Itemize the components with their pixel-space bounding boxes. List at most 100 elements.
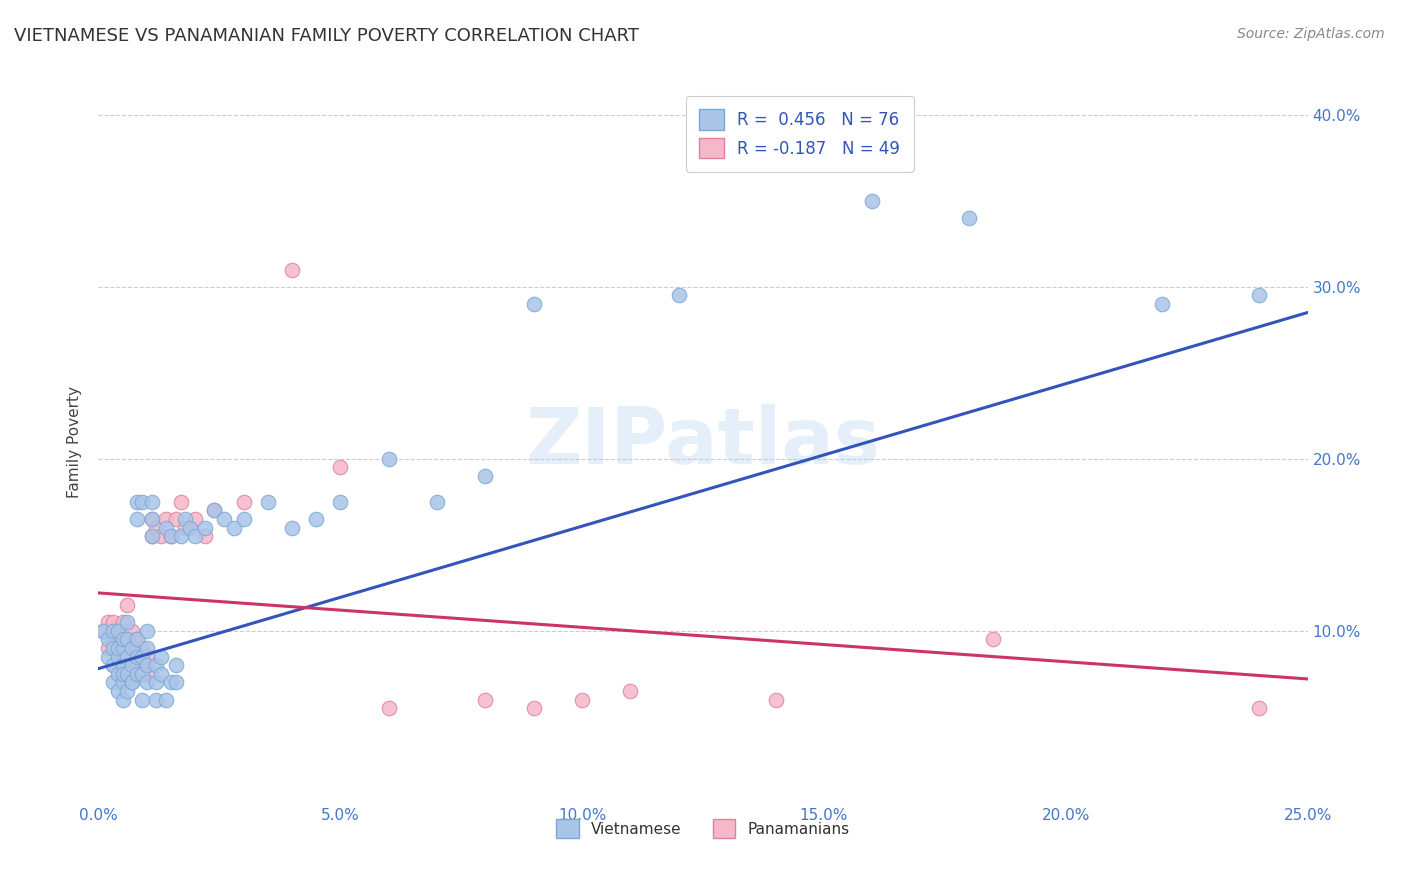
Point bbox=[150, 666, 173, 681]
Point bbox=[145, 692, 167, 706]
Point bbox=[141, 512, 163, 526]
Point bbox=[150, 529, 173, 543]
Point bbox=[426, 494, 449, 508]
Point bbox=[101, 632, 124, 647]
Point bbox=[1152, 297, 1174, 311]
Point bbox=[232, 494, 254, 508]
Point bbox=[141, 529, 163, 543]
Point bbox=[165, 675, 187, 690]
Point bbox=[101, 615, 124, 630]
Point bbox=[145, 658, 167, 673]
Point bbox=[117, 666, 139, 681]
Point bbox=[165, 512, 187, 526]
Point bbox=[981, 632, 1004, 647]
Point bbox=[169, 494, 191, 508]
Point bbox=[765, 692, 787, 706]
Point bbox=[117, 632, 139, 647]
Point bbox=[141, 512, 163, 526]
Point bbox=[101, 640, 124, 655]
Point bbox=[305, 512, 328, 526]
Point bbox=[212, 512, 235, 526]
Point bbox=[184, 529, 207, 543]
Point bbox=[281, 520, 304, 534]
Point bbox=[1249, 288, 1271, 302]
Text: Source: ZipAtlas.com: Source: ZipAtlas.com bbox=[1237, 27, 1385, 41]
Point bbox=[131, 649, 153, 664]
Point bbox=[523, 297, 546, 311]
Point bbox=[131, 640, 153, 655]
Point bbox=[160, 529, 183, 543]
Point bbox=[111, 666, 134, 681]
Point bbox=[107, 649, 129, 664]
Text: VIETNAMESE VS PANAMANIAN FAMILY POVERTY CORRELATION CHART: VIETNAMESE VS PANAMANIAN FAMILY POVERTY … bbox=[14, 27, 640, 45]
Point bbox=[117, 684, 139, 698]
Point bbox=[571, 692, 593, 706]
Point bbox=[135, 658, 157, 673]
Point bbox=[111, 692, 134, 706]
Point bbox=[107, 666, 129, 681]
Point bbox=[174, 512, 197, 526]
Point bbox=[141, 529, 163, 543]
Legend: Vietnamese, Panamanians: Vietnamese, Panamanians bbox=[548, 812, 858, 846]
Point bbox=[135, 649, 157, 664]
Point bbox=[121, 640, 143, 655]
Point bbox=[619, 684, 641, 698]
Point bbox=[127, 632, 149, 647]
Point bbox=[232, 512, 254, 526]
Point bbox=[101, 624, 124, 638]
Point bbox=[111, 615, 134, 630]
Y-axis label: Family Poverty: Family Poverty bbox=[67, 385, 83, 498]
Point bbox=[127, 632, 149, 647]
Point bbox=[97, 615, 120, 630]
Point bbox=[127, 666, 149, 681]
Point bbox=[184, 512, 207, 526]
Point bbox=[281, 262, 304, 277]
Point bbox=[101, 658, 124, 673]
Point bbox=[111, 666, 134, 681]
Point bbox=[127, 649, 149, 664]
Point bbox=[145, 675, 167, 690]
Point bbox=[668, 288, 690, 302]
Point bbox=[256, 494, 278, 508]
Text: ZIPatlas: ZIPatlas bbox=[526, 403, 880, 480]
Point bbox=[127, 649, 149, 664]
Point bbox=[101, 658, 124, 673]
Point bbox=[101, 675, 124, 690]
Point bbox=[174, 520, 197, 534]
Point bbox=[169, 529, 191, 543]
Point bbox=[107, 640, 129, 655]
Point bbox=[194, 520, 217, 534]
Point bbox=[204, 503, 226, 517]
Point bbox=[474, 692, 496, 706]
Point bbox=[135, 640, 157, 655]
Point bbox=[107, 649, 129, 664]
Point bbox=[131, 494, 153, 508]
Point bbox=[957, 211, 980, 225]
Point bbox=[121, 675, 143, 690]
Point bbox=[117, 649, 139, 664]
Point bbox=[121, 640, 143, 655]
Point bbox=[1249, 701, 1271, 715]
Point bbox=[97, 649, 120, 664]
Point bbox=[111, 632, 134, 647]
Point bbox=[222, 520, 245, 534]
Point bbox=[194, 529, 217, 543]
Point bbox=[91, 624, 114, 638]
Point bbox=[131, 666, 153, 681]
Point bbox=[127, 512, 149, 526]
Point bbox=[150, 649, 173, 664]
Point bbox=[107, 624, 129, 638]
Point bbox=[97, 640, 120, 655]
Point bbox=[145, 520, 167, 534]
Point bbox=[155, 520, 177, 534]
Point bbox=[135, 666, 157, 681]
Point bbox=[127, 494, 149, 508]
Point bbox=[523, 701, 546, 715]
Point bbox=[91, 624, 114, 638]
Point bbox=[377, 701, 399, 715]
Point bbox=[111, 649, 134, 664]
Point bbox=[141, 494, 163, 508]
Point bbox=[121, 624, 143, 638]
Point bbox=[121, 658, 143, 673]
Point bbox=[117, 615, 139, 630]
